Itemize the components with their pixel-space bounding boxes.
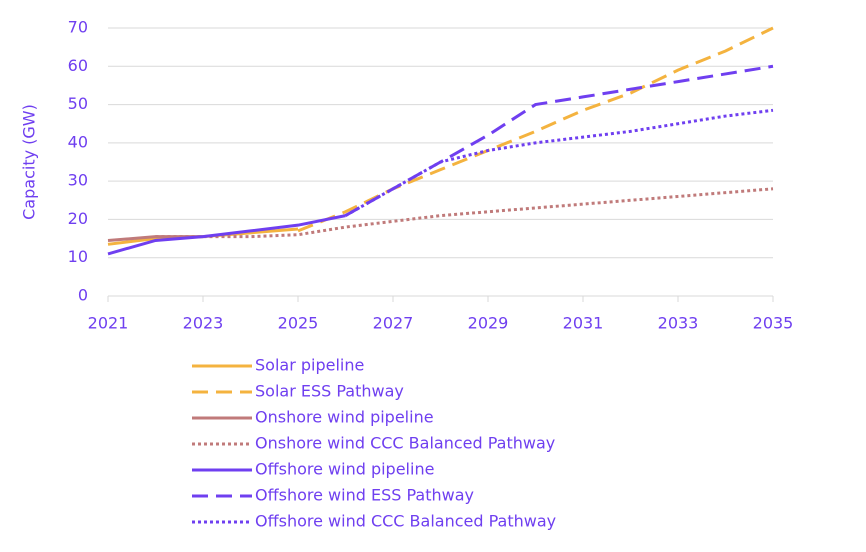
series-line bbox=[107, 214, 346, 256]
y-tick-label: 60 bbox=[68, 56, 88, 75]
y-tick-label: 30 bbox=[68, 171, 88, 190]
series-line bbox=[155, 187, 774, 239]
y-tick-label: 20 bbox=[68, 209, 88, 228]
x-tick-label: 2029 bbox=[468, 314, 509, 333]
legend-label: Onshore wind CCC Balanced Pathway bbox=[255, 434, 555, 453]
series-line bbox=[344, 64, 774, 217]
x-tick-label: 2023 bbox=[183, 314, 224, 333]
y-tick-label: 0 bbox=[78, 286, 88, 305]
series-line bbox=[297, 26, 774, 233]
y-tick-label: 50 bbox=[68, 94, 88, 113]
x-tick-label: 2033 bbox=[658, 314, 699, 333]
x-tick-label: 2027 bbox=[373, 314, 414, 333]
x-tick-label: 2031 bbox=[563, 314, 604, 333]
y-tick-label: 70 bbox=[68, 18, 88, 37]
legend-label: Solar pipeline bbox=[255, 356, 364, 375]
x-tick-label: 2021 bbox=[88, 314, 129, 333]
series-line bbox=[344, 108, 774, 217]
y-tick-label: 40 bbox=[68, 132, 88, 151]
x-tick-label: 2025 bbox=[278, 314, 319, 333]
legend-label: Solar ESS Pathway bbox=[255, 382, 404, 401]
legend-label: Offshore wind ESS Pathway bbox=[255, 486, 474, 505]
legend-label: Offshore wind pipeline bbox=[255, 460, 434, 479]
x-tick-label: 2035 bbox=[753, 314, 794, 333]
legend-label: Onshore wind pipeline bbox=[255, 408, 434, 427]
y-axis-label: Capacity (GW) bbox=[20, 104, 39, 220]
y-tick-label: 10 bbox=[68, 247, 88, 266]
legend-label: Offshore wind CCC Balanced Pathway bbox=[255, 512, 556, 531]
